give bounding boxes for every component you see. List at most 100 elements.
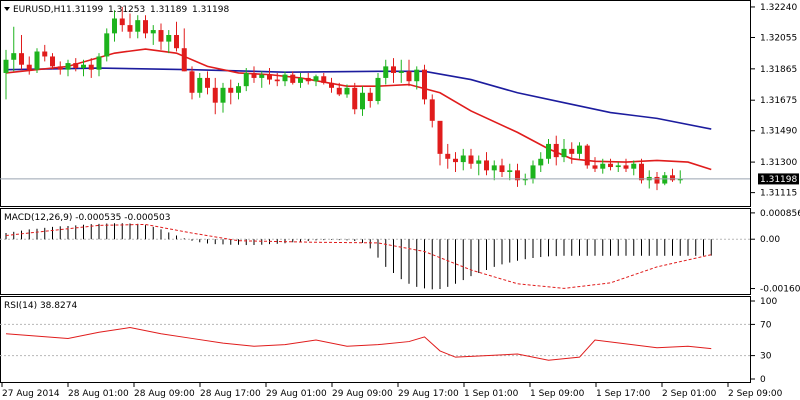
macd-tick-label: 0.000856 bbox=[760, 209, 800, 219]
candle-body bbox=[73, 63, 79, 69]
candle-body bbox=[623, 165, 629, 169]
time-tick-label: 28 Aug 17:00 bbox=[200, 389, 261, 399]
candle-body bbox=[654, 176, 660, 184]
price-tick-label: 1.31675 bbox=[760, 96, 797, 106]
candle-body bbox=[205, 77, 210, 88]
candle-body bbox=[88, 64, 94, 70]
candle-body bbox=[352, 87, 358, 110]
candle-body bbox=[3, 59, 9, 73]
macd-axis: 0.000856 0.00 -0.001605 bbox=[750, 209, 800, 295]
rsi-tick-label: 70 bbox=[760, 320, 772, 330]
candle-body bbox=[236, 86, 241, 93]
candle-body bbox=[437, 120, 443, 154]
macd-panel-frame bbox=[0, 208, 751, 295]
candle-body bbox=[631, 163, 637, 169]
rsi-indicator bbox=[0, 323, 750, 361]
candle-body bbox=[228, 87, 234, 93]
candle-body bbox=[491, 165, 497, 171]
rsi-panel-frame bbox=[0, 296, 751, 383]
macd-indicator bbox=[0, 223, 750, 290]
rsi-tick-label: 100 bbox=[760, 297, 777, 307]
candle-body bbox=[19, 53, 24, 65]
candle-body bbox=[274, 79, 280, 82]
price-tick-label: 1.32055 bbox=[760, 33, 797, 43]
candle-body bbox=[507, 170, 513, 172]
candle-body bbox=[429, 99, 435, 121]
close-value: 1.31198 bbox=[192, 5, 229, 15]
candle-body bbox=[290, 74, 296, 83]
candle-body bbox=[197, 77, 203, 93]
high-value: 1.31253 bbox=[108, 5, 145, 15]
candle-body bbox=[143, 20, 148, 34]
candle-body bbox=[453, 158, 458, 163]
open-value: 1.31199 bbox=[66, 5, 103, 15]
price-header: EURUSD,H1 1.31199 1.31253 1.31189 1.3119… bbox=[4, 5, 229, 15]
price-tick-label: 1.31490 bbox=[760, 127, 797, 137]
candle-body bbox=[476, 160, 482, 164]
candle-body bbox=[670, 175, 675, 181]
candle-body bbox=[600, 163, 606, 169]
candle-body bbox=[112, 18, 117, 34]
rsi-axis: 100 70 30 0 bbox=[750, 297, 777, 385]
candle-body bbox=[608, 163, 613, 168]
dropdown-triangle-icon bbox=[4, 7, 10, 11]
low-value: 1.31189 bbox=[150, 5, 187, 15]
candle-body bbox=[42, 51, 48, 57]
candle-body bbox=[181, 48, 187, 72]
candle-body bbox=[468, 155, 474, 164]
macd-tick-label: -0.001605 bbox=[760, 285, 800, 295]
candle-body bbox=[50, 56, 55, 67]
candle-body bbox=[251, 72, 257, 78]
candle-body bbox=[96, 56, 102, 70]
time-tick-label: 1 Sep 17:00 bbox=[596, 389, 651, 399]
candle-body bbox=[398, 71, 404, 73]
candle-body bbox=[546, 143, 551, 159]
rsi-label: RSI(14) 38.8274 bbox=[4, 301, 77, 311]
candle-body bbox=[515, 170, 520, 181]
candle-body bbox=[336, 87, 342, 95]
candle-body bbox=[584, 145, 590, 166]
price-tick-label: 1.31115 bbox=[760, 189, 797, 199]
time-tick-label: 28 Aug 01:00 bbox=[68, 389, 129, 399]
candle-body bbox=[119, 18, 125, 26]
candle-body bbox=[499, 165, 505, 172]
candle-body bbox=[189, 71, 195, 93]
time-tick-label: 1 Sep 01:00 bbox=[464, 389, 519, 399]
moving-averages bbox=[5, 48, 712, 171]
candle-body bbox=[329, 82, 334, 88]
time-tick-label: 29 Aug 09:00 bbox=[332, 389, 393, 399]
candle-body bbox=[150, 30, 156, 34]
candle-body bbox=[422, 69, 427, 100]
time-tick-label: 2 Sep 09:00 bbox=[728, 389, 783, 399]
candle-body bbox=[375, 77, 381, 102]
candle-body bbox=[577, 145, 582, 154]
candle-body bbox=[615, 165, 621, 168]
candle-body bbox=[65, 63, 71, 70]
candle-body bbox=[135, 20, 141, 32]
time-tick-label: 29 Aug 17:00 bbox=[398, 389, 459, 399]
price-tick-label: 1.32240 bbox=[760, 3, 797, 13]
candle-body bbox=[344, 87, 350, 95]
candle-body bbox=[406, 71, 412, 82]
candle-body bbox=[414, 69, 420, 82]
candle-body bbox=[259, 74, 265, 78]
candle-body bbox=[445, 153, 451, 159]
time-tick-label: 29 Aug 01:00 bbox=[266, 389, 327, 399]
time-tick-label: 1 Sep 09:00 bbox=[530, 389, 585, 399]
price-tick-label: 1.31300 bbox=[760, 158, 797, 168]
candle-body bbox=[561, 148, 567, 158]
candle-body bbox=[212, 87, 218, 103]
candle-body bbox=[553, 143, 559, 158]
candles bbox=[3, 6, 683, 191]
rsi-tick-label: 30 bbox=[760, 352, 772, 362]
current-price-label: 1.31198 bbox=[760, 175, 797, 185]
candle-body bbox=[321, 76, 327, 83]
rsi-tick-label: 0 bbox=[760, 375, 766, 385]
candle-body bbox=[26, 64, 32, 70]
current-price-box bbox=[758, 173, 799, 185]
slow-ma-line bbox=[5, 67, 712, 130]
candle-body bbox=[220, 87, 226, 103]
candle-body bbox=[166, 35, 172, 42]
candle-body bbox=[81, 64, 86, 69]
